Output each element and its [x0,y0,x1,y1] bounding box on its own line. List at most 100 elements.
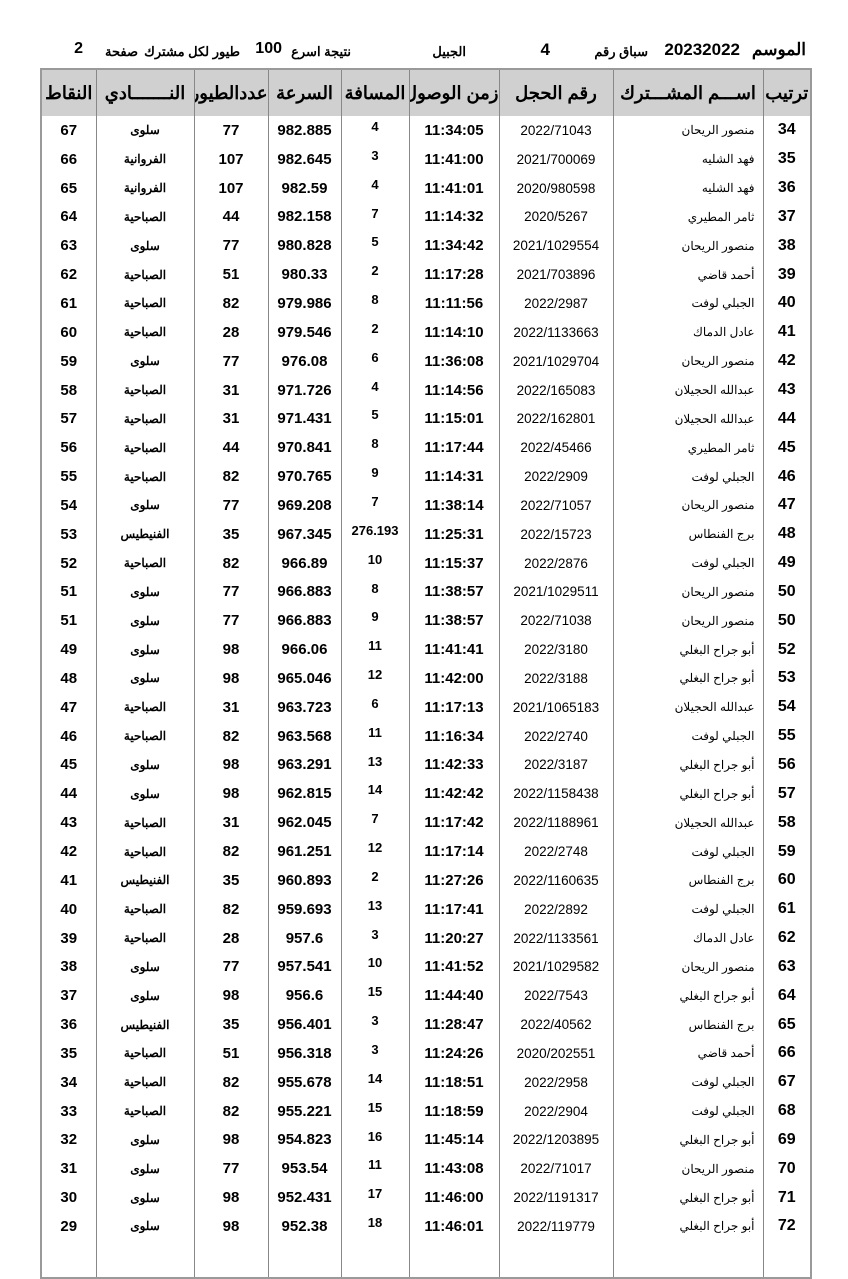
arrival-time-cell: 11:27:26 [408,865,500,895]
member-name-cell: ثامر المطيري [612,433,764,463]
table-row: 66 أحمد قاضي 2020/202551 11:24:26 3 956.318 51… [40,1039,812,1068]
empty-cell [40,1240,97,1278]
distance-cell: 3 [340,923,410,953]
points-cell: 54 [40,490,97,520]
race-number: 4 [540,40,550,59]
points-cell: 33 [40,1096,97,1126]
arrival-time-cell: 11:44:40 [408,981,500,1011]
distance-cell: 4 [340,116,410,145]
rank-cell: 64 [762,981,812,1011]
arrival-time-cell: 11:20:27 [408,923,500,953]
distance-cell: 12 [340,664,410,693]
member-name-cell: أبو جراح البغلي [612,1183,764,1213]
club-cell: سلوى [95,779,195,809]
club-cell: سلوى [95,1183,195,1213]
table-row: 37 ثامر المطيري 2020/5267 11:14:32 7 982.158 4… [40,202,812,232]
bird-count-cell: 98 [193,1212,269,1241]
rank-cell: 56 [762,750,812,780]
points-cell: 47 [40,692,97,722]
col-points: النقاط [40,69,97,116]
bird-count-cell: 98 [193,664,269,693]
ring-number-cell: 2022/1191317 [498,1183,614,1213]
ring-number-cell: 2022/1188961 [498,808,614,838]
ring-number-cell: 2022/2987 [498,289,614,318]
distance-cell: 12 [340,837,410,866]
arrival-time-cell: 11:15:37 [408,548,500,578]
table-row: 68 الجبلي لوفت 2022/2904 11:18:59 15 955.221 8… [40,1096,812,1126]
race-label: سباق رقم [594,44,648,59]
speed-cell: 952.38 [267,1212,342,1241]
empty-cell [612,1240,764,1278]
arrival-time-cell: 11:18:59 [408,1096,500,1126]
member-name-cell: برج الفنطاس [612,865,764,895]
speed-cell: 970.765 [267,462,342,491]
arrival-time-cell: 11:45:14 [408,1125,500,1155]
speed-cell: 971.726 [267,375,342,405]
season-label: الموسم [751,40,806,59]
distance-cell: 11 [340,1154,410,1184]
arrival-time-cell: 11:38:57 [408,577,500,607]
points-cell: 63 [40,231,97,261]
results-table: ترتيب اســـم المشـــترك رقم الحجل زمن ال… [40,68,812,1279]
bird-count-cell: 77 [193,1154,269,1184]
rank-cell: 54 [762,692,812,722]
rank-cell: 42 [762,346,812,376]
arrival-time-cell: 11:28:47 [408,1010,500,1039]
points-cell: 56 [40,433,97,463]
distance-cell: 3 [340,144,410,174]
rank-cell: 63 [762,952,812,982]
club-cell: الصباحية [95,548,195,578]
speed-cell: 962.815 [267,779,342,809]
speed-cell: 963.291 [267,750,342,780]
club-cell: الفروانية [95,173,195,203]
bird-count-cell: 77 [193,577,269,607]
rank-cell: 57 [762,779,812,809]
per-member-label: طيور لكل مشترك [144,44,240,59]
club-cell: سلوى [95,981,195,1011]
ring-number-cell: 2022/1203895 [498,1125,614,1155]
table-row: 47 منصور الريحان 2022/71057 11:38:14 7 969.20… [40,490,812,520]
arrival-time-cell: 11:17:13 [408,692,500,722]
bird-count-cell: 28 [193,317,269,347]
ring-number-cell: 2022/45466 [498,433,614,463]
arrival-time-cell: 11:14:31 [408,462,500,491]
points-cell: 67 [40,116,97,145]
club-cell: الصباحية [95,1039,195,1068]
ring-number-cell: 2022/40562 [498,1010,614,1039]
speed-cell: 980.828 [267,231,342,261]
rank-cell: 40 [762,289,812,318]
points-cell: 39 [40,923,97,953]
member-name-cell: أبو جراح البغلي [612,635,764,665]
speed-cell: 959.693 [267,894,342,924]
member-name-cell: منصور الريحان [612,346,764,376]
member-name-cell: أبو جراح البغلي [612,664,764,693]
col-time: زمن الوصول [408,69,500,116]
table-row: 38 منصور الريحان 2021/1029554 11:34:42 5 980.… [40,231,812,261]
distance-cell: 14 [340,779,410,809]
bird-count-cell: 28 [193,923,269,953]
bird-count-cell: 82 [193,548,269,578]
arrival-time-cell: 11:38:14 [408,490,500,520]
bird-count-cell: 77 [193,116,269,145]
points-cell: 58 [40,375,97,405]
distance-cell: 7 [340,808,410,838]
club-cell: الصباحية [95,462,195,491]
member-name-cell: عادل الدماك [612,317,764,347]
table-row: 60 برج الفنطاس 2022/1160635 11:27:26 2 960.89… [40,865,812,895]
ring-number-cell: 2022/1133561 [498,923,614,953]
table-row: 46 الجبلي لوفت 2022/2909 11:14:31 9 970.765 82… [40,462,812,491]
speed-cell: 956.318 [267,1039,342,1068]
club-cell: سلوى [95,1125,195,1155]
rank-cell: 68 [762,1096,812,1126]
arrival-time-cell: 11:11:56 [408,289,500,318]
bird-count-cell: 31 [193,692,269,722]
club-cell: سلوى [95,606,195,636]
bird-count-cell: 77 [193,952,269,982]
distance-cell: 7 [340,202,410,232]
bird-count-cell: 82 [193,1096,269,1126]
speed-cell: 955.678 [267,1067,342,1097]
club-cell: الصباحية [95,721,195,751]
member-name-cell: منصور الريحان [612,952,764,982]
speed-cell: 982.59 [267,173,342,203]
bird-count-cell: 35 [193,865,269,895]
